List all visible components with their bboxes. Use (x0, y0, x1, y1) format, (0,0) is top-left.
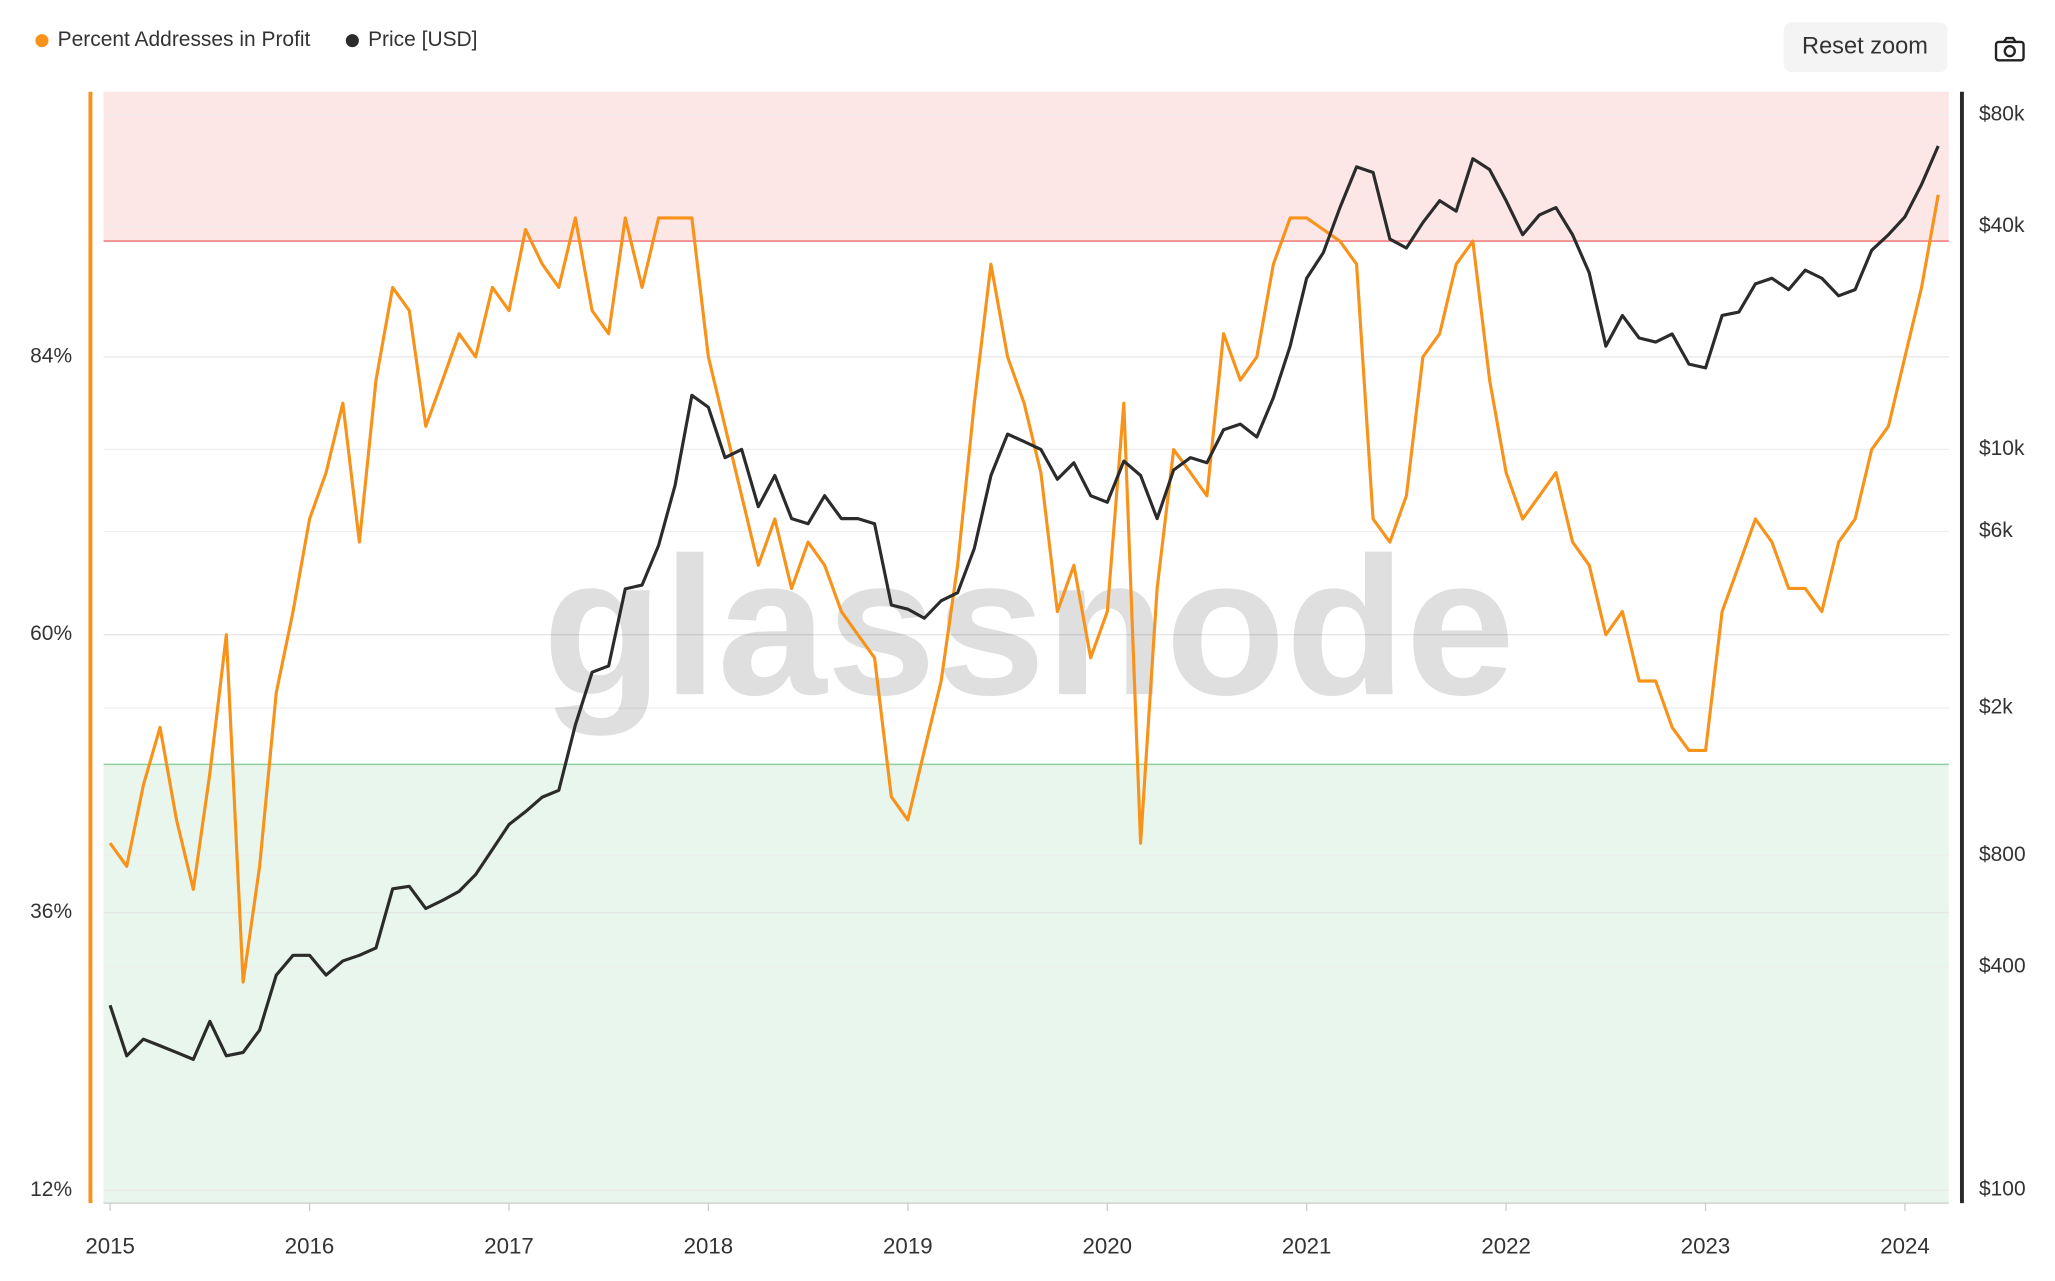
x-tick-label: 2023 (1681, 1234, 1731, 1259)
watermark: glassnode (543, 516, 1515, 736)
y2-tick-label: $800 (1979, 843, 2026, 866)
x-tick-label: 2018 (684, 1234, 734, 1259)
y2-tick-label: $10k (1979, 437, 2025, 460)
legend-marker (345, 34, 359, 48)
y2-tick-label: $100 (1979, 1177, 2026, 1200)
x-tick-label: 2020 (1082, 1234, 1132, 1259)
plot-background (103, 91, 1949, 1204)
y2-tick-label: $6k (1979, 519, 2013, 542)
y2-tick-label: $400 (1979, 954, 2026, 977)
x-tick-label: 2017 (484, 1234, 534, 1259)
legend-marker (35, 34, 49, 48)
x-tick-label: 2015 (85, 1234, 135, 1259)
camera-icon[interactable] (1994, 36, 2025, 62)
x-tick-label: 2016 (285, 1234, 335, 1259)
x-tick-label: 2021 (1282, 1234, 1332, 1259)
reset-zoom-label[interactable]: Reset zoom (1802, 32, 1928, 58)
x-tick-label: 2024 (1880, 1234, 1930, 1259)
series-line (108, 145, 1940, 1061)
x-tick-label: 2022 (1481, 1234, 1531, 1259)
legend-label[interactable]: Price [USD] (368, 28, 477, 51)
x-tick-label: 2019 (883, 1234, 933, 1259)
y-tick-label: 60% (30, 622, 72, 645)
y2-tick-label: $2k (1979, 696, 2013, 719)
y2-tick-label: $80k (1979, 103, 2025, 126)
reset-zoom-button[interactable] (1783, 22, 1948, 73)
zone-band (103, 91, 1949, 242)
y2-tick-label: $40k (1979, 214, 2025, 237)
y-tick-label: 36% (30, 900, 72, 923)
y-tick-label: 84% (30, 344, 72, 367)
y-tick-label: 12% (30, 1178, 72, 1201)
legend-label[interactable]: Percent Addresses in Profit (58, 28, 311, 51)
zone-band (103, 764, 1949, 1204)
series-line (108, 194, 1940, 984)
